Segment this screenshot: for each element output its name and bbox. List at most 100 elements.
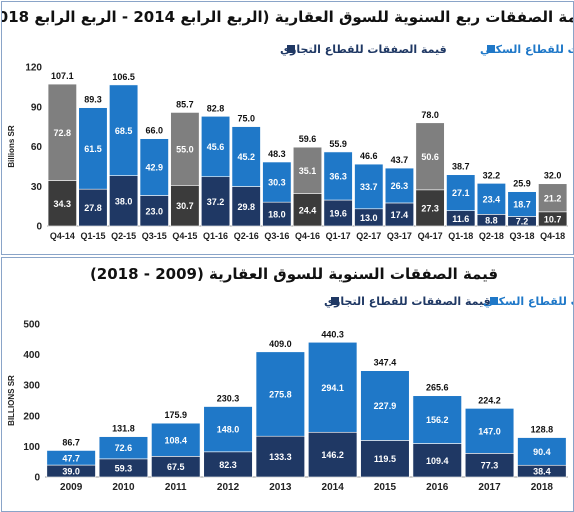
segment-value-label: 34.3 [54, 199, 72, 209]
segment-value-label: 36.3 [329, 171, 347, 181]
x-tick-label: 2009 [60, 482, 83, 493]
segment-value-label: 33.7 [360, 182, 378, 192]
residential-bar [354, 163, 384, 210]
x-tick-label: Q3-15 [142, 231, 167, 241]
commercial-bar [415, 189, 445, 227]
residential-bar [415, 122, 445, 191]
residential-bar [109, 84, 139, 176]
total-value-label: 66.0 [145, 126, 163, 136]
residential-bar [476, 183, 506, 215]
segment-value-label: 294.1 [321, 383, 344, 393]
segment-value-label: 275.8 [269, 390, 292, 400]
total-value-label: 107.1 [51, 71, 74, 81]
segment-value-label: 77.3 [481, 461, 499, 471]
residential-bar [47, 83, 77, 181]
x-tick-label: 2015 [374, 482, 397, 493]
chart-title: قيمة الصفقات السنوية للسوق العقارية (200… [90, 265, 498, 283]
segment-value-label: 30.7 [176, 201, 194, 211]
segment-value-label: 148.0 [217, 425, 240, 435]
residential-bar [384, 167, 414, 204]
segment-value-label: 227.9 [374, 401, 397, 411]
segment-value-label: 29.8 [237, 202, 255, 212]
residential-bar [412, 395, 462, 444]
residential-bar [360, 370, 410, 441]
commercial-bar [323, 199, 353, 227]
residential-bar [255, 351, 305, 437]
segment-value-label: 47.7 [62, 453, 80, 463]
x-tick-label: Q4-17 [418, 231, 443, 241]
total-value-label: 38.7 [452, 162, 470, 172]
x-tick-label: Q2-17 [356, 231, 381, 241]
segment-value-label: 61.5 [84, 144, 102, 154]
segment-value-label: 133.3 [269, 452, 292, 462]
commercial-bar [292, 193, 323, 227]
segment-value-label: 11.6 [452, 214, 469, 224]
commercial-bar [203, 451, 253, 478]
total-value-label: 25.9 [513, 179, 531, 189]
total-value-label: 106.5 [112, 72, 135, 82]
segment-value-label: 42.9 [145, 163, 163, 173]
x-tick-label: Q1-15 [80, 231, 105, 241]
segment-value-label: 19.6 [329, 209, 347, 219]
segment-value-label: 45.6 [207, 142, 225, 152]
y-tick-label: 60 [31, 142, 43, 153]
residential-bar [292, 146, 323, 194]
y-tick-label: 400 [23, 350, 40, 361]
annual-chart-panel: قيمة الصفقات السنوية للسوق العقارية (200… [1, 257, 574, 512]
segment-value-label: 146.2 [321, 450, 344, 460]
total-value-label: 55.9 [329, 139, 347, 149]
residential-bar [151, 422, 201, 457]
x-tick-label: Q2-15 [111, 231, 136, 241]
total-value-label: 409.0 [269, 339, 292, 349]
residential-bar [308, 341, 358, 433]
x-tick-label: Q4-14 [50, 231, 75, 241]
residential-bar [201, 115, 231, 178]
segment-value-label: 23.4 [483, 194, 501, 204]
segment-value-label: 147.0 [478, 426, 501, 436]
segment-value-label: 67.5 [167, 462, 185, 472]
y-tick-label: 200 [23, 411, 40, 422]
x-tick-label: 2013 [269, 482, 292, 493]
total-value-label: 43.7 [391, 155, 409, 165]
segment-value-label: 27.3 [421, 203, 439, 213]
segment-value-label: 7.2 [516, 217, 529, 227]
y-axis-label: BILLIONS SR [7, 375, 16, 426]
total-value-label: 48.3 [268, 149, 286, 159]
total-value-label: 175.9 [164, 410, 187, 420]
segment-value-label: 39.0 [62, 467, 80, 477]
residential-bar [170, 112, 200, 186]
segment-value-label: 37.2 [207, 197, 225, 207]
segment-value-label: 55.0 [176, 144, 194, 154]
residential-bar [78, 107, 108, 190]
segment-value-label: 18.0 [268, 210, 286, 220]
residential-bar [538, 183, 568, 213]
legend-swatch [487, 45, 495, 53]
x-tick-label: 2014 [322, 482, 345, 493]
quarterly-chart: قيمة الصفقات ربع السنوية للسوق العقارية … [2, 8, 573, 241]
total-value-label: 131.8 [112, 424, 135, 434]
segment-value-label: 45.2 [237, 152, 255, 162]
y-tick-label: 90 [31, 102, 43, 113]
segment-value-label: 27.1 [452, 188, 470, 198]
chart-title: قيمة الصفقات ربع السنوية للسوق العقارية … [2, 8, 573, 26]
commercial-bar [201, 176, 231, 227]
segment-value-label: 119.5 [374, 454, 396, 464]
segment-value-label: 68.5 [115, 126, 133, 136]
legend-swatch [490, 297, 498, 305]
segment-value-label: 24.4 [299, 205, 317, 215]
segment-value-label: 30.3 [268, 178, 286, 188]
x-tick-label: Q1-17 [326, 231, 351, 241]
legend-label: قيمة الصفقات للقطاع السكني [483, 295, 573, 308]
x-tick-label: Q3-18 [510, 231, 535, 241]
segment-value-label: 156.2 [426, 415, 449, 425]
segment-value-label: 10.7 [544, 214, 562, 224]
total-value-label: 32.2 [483, 170, 501, 180]
total-value-label: 78.0 [421, 110, 439, 120]
commercial-bar [139, 195, 169, 227]
x-tick-label: Q3-16 [264, 231, 289, 241]
segment-value-label: 18.7 [513, 200, 531, 210]
annual-chart: قيمة الصفقات السنوية للسوق العقارية (200… [7, 265, 573, 493]
total-value-label: 75.0 [237, 114, 255, 124]
segment-value-label: 23.0 [145, 206, 163, 216]
x-tick-label: Q2-18 [479, 231, 504, 241]
